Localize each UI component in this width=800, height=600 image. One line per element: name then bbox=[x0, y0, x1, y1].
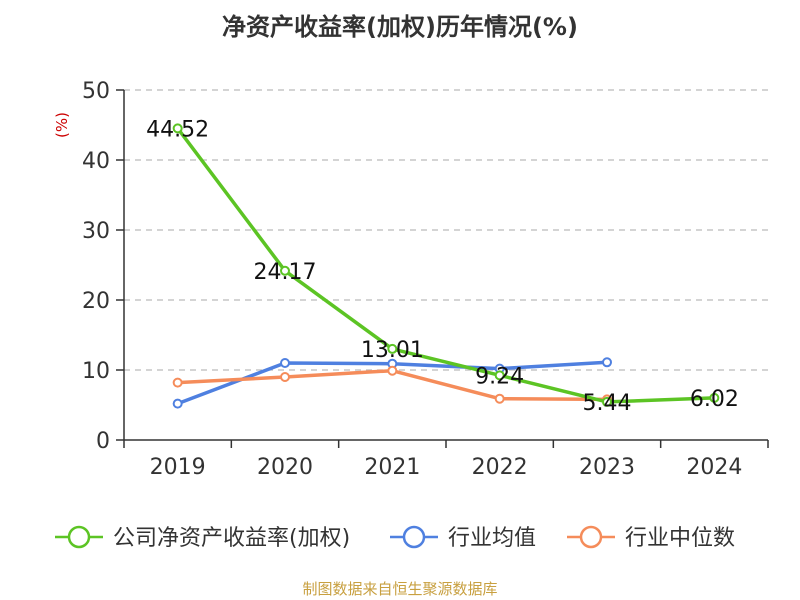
series-point bbox=[172, 377, 183, 388]
data-label: 6.02 bbox=[690, 387, 739, 412]
legend-item[interactable]: 行业均值 bbox=[390, 525, 536, 551]
x-tick-label: 2024 bbox=[686, 455, 742, 480]
y-tick-label: 0 bbox=[96, 429, 110, 454]
x-tick-label: 2023 bbox=[579, 455, 635, 480]
grid-lines bbox=[124, 89, 768, 371]
y-tick-label: 30 bbox=[82, 219, 110, 244]
legend-marker-icon bbox=[67, 525, 91, 549]
series-point bbox=[709, 392, 720, 403]
data-label: 9.24 bbox=[475, 364, 524, 389]
y-axis-unit: (%) bbox=[53, 112, 71, 138]
chart-title: 净资产收益率(加权)历年情况(%) bbox=[222, 13, 578, 41]
legend-label: 公司净资产收益率(加权) bbox=[113, 526, 350, 551]
series-point bbox=[387, 365, 398, 376]
series-point bbox=[280, 265, 290, 276]
y-tick-label: 40 bbox=[82, 149, 110, 174]
x-tick-label: 2021 bbox=[364, 455, 420, 480]
x-tick-label: 2019 bbox=[150, 455, 206, 480]
x-tick-label: 2022 bbox=[472, 455, 528, 480]
x-tick-label: 2020 bbox=[257, 455, 313, 480]
source-note: 制图数据来自恒生聚源数据库 bbox=[302, 580, 497, 598]
legend-item[interactable]: 行业中位数 bbox=[567, 525, 735, 551]
series-point bbox=[172, 398, 183, 409]
legend-marker-icon bbox=[579, 525, 603, 549]
y-tick-label: 50 bbox=[82, 79, 110, 104]
legend[interactable]: 公司净资产收益率(加权) 行业均值 行业中位数 bbox=[55, 525, 735, 551]
legend-item[interactable]: 公司净资产收益率(加权) bbox=[55, 525, 350, 551]
series-point bbox=[494, 393, 505, 404]
series-point bbox=[387, 343, 398, 354]
series-point bbox=[280, 372, 290, 382]
series-point bbox=[494, 370, 505, 381]
series-point bbox=[280, 358, 290, 368]
series-point bbox=[602, 396, 612, 407]
y-tick-label: 10 bbox=[82, 359, 110, 384]
y-tick-label: 20 bbox=[82, 289, 110, 314]
series-lines bbox=[172, 123, 720, 409]
series-point bbox=[172, 123, 183, 134]
legend-marker-icon bbox=[402, 525, 426, 549]
data-label: 44.52 bbox=[146, 117, 209, 142]
axes bbox=[116, 89, 769, 448]
legend-label: 行业均值 bbox=[448, 526, 536, 551]
data-labels: 44.52 24.17 13.01 9.24 5.44 6.02 bbox=[146, 117, 739, 416]
data-label: 13.01 bbox=[361, 338, 424, 363]
y-tick-labels: 0 10 20 30 40 50 bbox=[82, 79, 110, 454]
series-point bbox=[602, 357, 612, 368]
data-label: 5.44 bbox=[583, 391, 632, 416]
x-tick-labels: 2019 2020 2021 2022 2023 2024 bbox=[150, 455, 743, 480]
legend-label: 行业中位数 bbox=[625, 526, 735, 551]
series-line bbox=[176, 127, 715, 404]
data-label: 24.17 bbox=[254, 260, 317, 285]
